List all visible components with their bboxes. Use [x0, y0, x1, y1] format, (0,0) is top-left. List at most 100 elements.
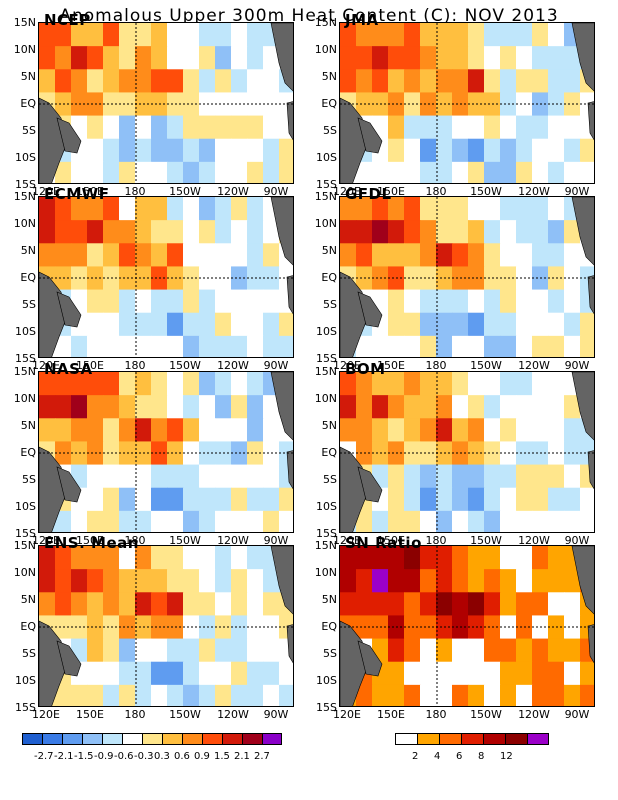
latitude-label: 10N — [314, 566, 337, 579]
map-panel-1 — [38, 22, 294, 184]
field-cell — [516, 161, 533, 183]
field-cell — [247, 312, 264, 337]
field-cell — [71, 418, 88, 443]
field-cell — [247, 243, 264, 268]
field-cell — [580, 487, 594, 512]
field-cell — [215, 115, 232, 140]
field-cell — [135, 335, 152, 357]
field-cell — [183, 510, 200, 532]
colorbar-swatch — [82, 733, 102, 745]
field-cell — [404, 115, 421, 140]
longitude-label: 150E — [76, 359, 104, 372]
field-cell — [500, 569, 517, 593]
colorbar-swatch — [122, 733, 142, 745]
field-cell — [532, 161, 549, 183]
colorbar-swatch — [102, 733, 122, 745]
field-cell — [71, 23, 88, 47]
field-cell — [436, 487, 453, 512]
field-cell — [516, 395, 533, 419]
field-cell — [183, 220, 200, 244]
field-cell — [452, 487, 469, 512]
field-cell — [548, 161, 565, 183]
colorbar-swatch — [439, 733, 461, 745]
field-cell — [263, 661, 280, 686]
field-cell — [548, 569, 565, 593]
field-cell — [548, 510, 565, 532]
field-cell — [151, 546, 168, 570]
field-cell — [167, 638, 184, 663]
field-cell — [103, 372, 120, 396]
field-cell — [436, 23, 453, 47]
field-cell — [564, 638, 581, 663]
land-mask — [571, 197, 594, 266]
latitude-label: 10S — [316, 151, 337, 164]
land-mask — [357, 466, 383, 503]
field-cell — [247, 464, 264, 489]
field-cell — [199, 115, 216, 140]
field-cell — [436, 69, 453, 94]
field-cell — [87, 243, 104, 268]
field-cell — [516, 592, 533, 617]
latitude-label: 10S — [15, 325, 36, 338]
field-cell — [436, 372, 453, 396]
field-cell — [167, 69, 184, 94]
latitude-label: 5N — [321, 593, 337, 606]
field-cell — [372, 161, 389, 183]
map-panel-4 — [339, 196, 595, 358]
field-cell — [468, 372, 485, 396]
field-cell — [532, 46, 549, 70]
field-cell — [468, 138, 485, 163]
field-cell — [199, 592, 216, 617]
field-cell — [247, 335, 264, 357]
field-cell — [468, 46, 485, 70]
longitude-label: 150E — [377, 359, 405, 372]
field-cell — [340, 372, 357, 396]
field-cell — [231, 464, 248, 489]
field-cell — [55, 161, 72, 183]
field-cell — [452, 569, 469, 593]
field-cell — [247, 684, 264, 706]
latitude-label: 15N — [314, 365, 337, 378]
field-cell — [231, 638, 248, 663]
colorbar-label: -0.3 — [134, 751, 154, 762]
panel-label: ENS. Mean — [44, 534, 139, 552]
field-cell — [500, 546, 517, 570]
field-cell — [516, 487, 533, 512]
field-cell — [279, 138, 293, 163]
field-cell — [119, 661, 136, 686]
field-cell — [548, 592, 565, 617]
field-cell — [484, 684, 501, 706]
field-cell — [340, 592, 357, 617]
field-cell — [388, 312, 405, 337]
field-cell — [247, 23, 264, 47]
field-cell — [103, 138, 120, 163]
latitude-label: 15N — [314, 190, 337, 203]
field-cell — [468, 220, 485, 244]
field-cell — [468, 638, 485, 663]
field-cell — [452, 546, 469, 570]
field-cell — [532, 546, 549, 570]
longitude-label: 150W — [470, 359, 502, 372]
field-cell — [420, 46, 437, 70]
field-cell — [388, 684, 405, 706]
field-cell — [388, 510, 405, 532]
field-cell — [452, 69, 469, 94]
field-cell — [151, 69, 168, 94]
colorbar-swatch — [262, 733, 282, 745]
field-cell — [135, 312, 152, 337]
field-cell — [103, 395, 120, 419]
field-cell — [452, 161, 469, 183]
field-cell — [436, 510, 453, 532]
field-cell — [167, 510, 184, 532]
field-cell — [516, 243, 533, 268]
field-cell — [372, 684, 389, 706]
field-cell — [500, 161, 517, 183]
field-cell — [420, 372, 437, 396]
panel-label: NCEP — [44, 11, 91, 29]
field-cell — [468, 546, 485, 570]
field-cell — [119, 638, 136, 663]
field-cell — [404, 138, 421, 163]
colorbar-swatch — [162, 733, 182, 745]
field-cell — [151, 289, 168, 314]
longitude-label: 120E — [333, 708, 361, 721]
